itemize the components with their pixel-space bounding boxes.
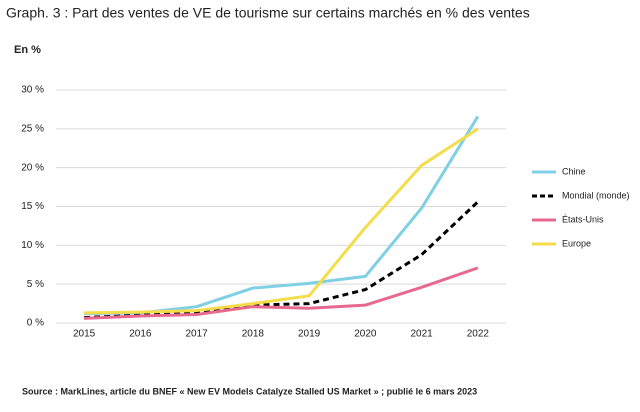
y-tick-label: 20 % [21, 162, 44, 173]
y-tick-label: 0 % [27, 318, 44, 329]
x-tick-label: 2018 [242, 329, 265, 340]
y-axis-label: En % [14, 44, 41, 56]
x-tick-label: 2020 [354, 329, 377, 340]
y-tick-label: 30 % [21, 85, 44, 96]
x-tick-label: 2019 [298, 329, 321, 340]
y-tick-label: 10 % [21, 240, 44, 251]
x-tick-label: 2017 [186, 329, 209, 340]
y-tick-label: 15 % [21, 201, 44, 212]
x-tick-label: 2015 [73, 329, 96, 340]
legend-label: Europe [562, 238, 591, 248]
series-line [84, 266, 479, 320]
x-tick-label: 2022 [467, 329, 490, 340]
y-tick-label: 5 % [27, 279, 44, 290]
chart-title: Graph. 3 : Part des ventes de VE de tour… [6, 5, 530, 21]
series-line [84, 127, 479, 315]
legend-label: Chine [562, 166, 586, 176]
legend-label: États-Unis [562, 214, 604, 224]
y-tick-label: 25 % [21, 123, 44, 134]
x-tick-label: 2021 [411, 329, 434, 340]
legend-label: Mondial (monde) [562, 190, 630, 200]
x-tick-label: 2016 [129, 329, 152, 340]
source: Source : MarkLines, article du BNEF « Ne… [22, 386, 477, 396]
